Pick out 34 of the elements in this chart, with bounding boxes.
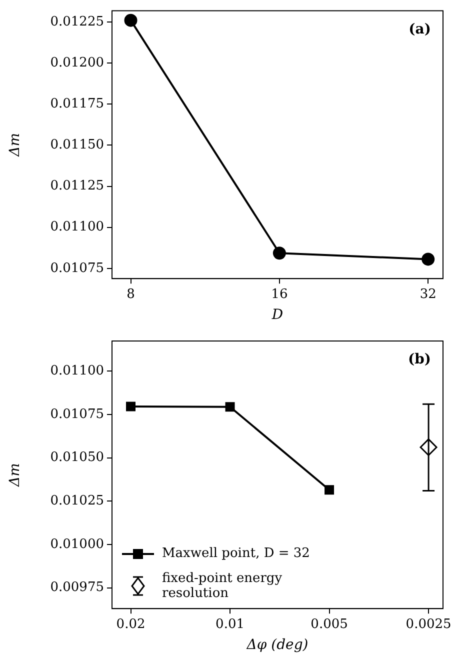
y-tick-label: 0.01075: [50, 406, 104, 422]
x-tick-label: 0.02: [116, 616, 146, 632]
point: [225, 402, 235, 412]
y-tick-label: 0.01075: [50, 260, 104, 276]
annotation: (b): [408, 352, 431, 368]
point: [126, 402, 136, 412]
x-tick-label: 0.005: [310, 616, 348, 632]
x-tick-label: 0.0025: [406, 616, 452, 632]
y-tick-label: 0.01100: [50, 220, 104, 235]
legend-label: fixed-point energy resolution: [162, 570, 284, 601]
y-axis-title: Δm: [7, 463, 24, 488]
legend-label: Maxwell point, D = 32: [162, 546, 311, 562]
point: [272, 246, 286, 260]
y-tick-label: 0.01150: [50, 138, 104, 153]
x-tick-label: 0.01: [216, 616, 244, 632]
x-tick-label: 32: [420, 286, 436, 302]
x-axis-title: D: [270, 307, 284, 324]
point: [422, 252, 435, 266]
y-axis-title: Δm: [7, 133, 24, 158]
point: [324, 485, 334, 495]
point: [124, 14, 138, 27]
y-tick-label: 0.01050: [50, 450, 104, 466]
y-tick-label: 0.01000: [50, 536, 104, 552]
x-tick-label: 8: [126, 286, 135, 302]
y-tick-label: 0.01225: [50, 14, 104, 30]
x-tick-label: 16: [271, 286, 288, 302]
x-axis-title: Δφ (deg): [246, 637, 308, 654]
y-tick-label: 0.01175: [50, 96, 104, 112]
y-tick-label: 0.01125: [50, 178, 104, 194]
y-tick-label: 0.01025: [50, 494, 104, 509]
y-tick-label: 0.01200: [50, 55, 104, 70]
annotation: (a): [408, 21, 431, 38]
y-tick-label: 0.00975: [50, 580, 104, 596]
y-tick-label: 0.01100: [50, 364, 104, 379]
